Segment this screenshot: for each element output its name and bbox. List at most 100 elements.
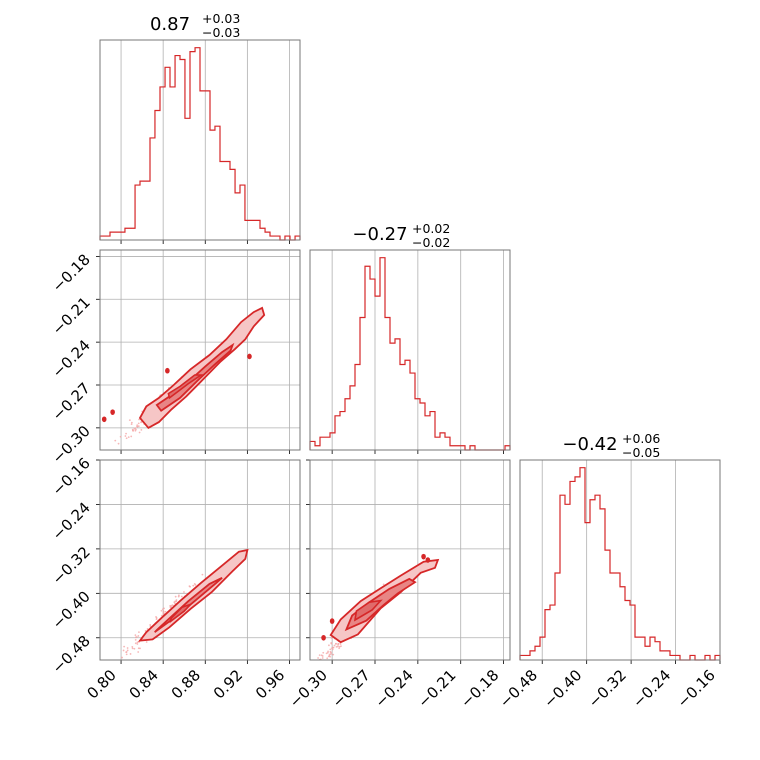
scatter-2-0-ytick-label: −0.48 [49,632,94,677]
scatter-2-1-point [314,666,316,668]
scatter-1-0-contour-island [101,416,107,423]
scatter-2-0-ytick-label: −0.32 [49,543,94,588]
scatter-2-0-ytick-label: −0.40 [49,587,94,632]
scatter-2-1-point [318,660,320,662]
hist-2-background [520,460,720,660]
scatter-2-1-contour-island [321,634,326,641]
scatter-1-0-point [117,442,120,445]
hist-1-background [310,250,510,450]
scatter-2-0-point [125,653,128,656]
hist-0-step [99,47,301,241]
scatter-2-1-point [320,654,323,657]
scatter-1-0-point [140,428,143,431]
scatter-2-0-xtick-label: 0.84 [126,666,162,702]
scatter-2-1-point [333,644,336,647]
scatter-2-0-point [137,635,140,637]
scatter-2-1-point [310,664,312,666]
scatter-2-1-point [316,664,318,666]
scatter-2-1-point [329,655,332,658]
scatter-2-0-point [162,612,165,615]
scatter-2-1-contour-island [329,618,335,624]
scatter-2-0-frame [99,459,301,661]
hist-2-xtick-label: −0.40 [540,666,585,711]
scatter-1-0-point [137,425,140,428]
scatter-1-0-frame [99,249,301,451]
hist-2-xtick-label: −0.48 [496,666,541,711]
scatter-1-0-contour-core [167,374,204,400]
scatter-1-0-point [138,431,141,434]
scatter-1-0-point [134,429,137,432]
hist-1-frame [309,249,511,451]
scatter-1-0-point [133,427,136,430]
scatter-1-0-ytick-label: −0.21 [49,293,94,338]
scatter-2-0-point [155,616,157,618]
scatter-2-0-contour-core [168,603,192,623]
scatter-2-0-point [133,647,136,650]
hist-0-title-value: 0.87 [150,14,190,35]
scatter-1-0-point [136,424,139,427]
scatter-2-0-point [192,584,195,587]
scatter-2-0-point [134,634,137,636]
scatter-1-0-contour-island [110,409,115,415]
hist-2-xtick-label: −0.16 [674,666,719,711]
scatter-2-0-point [122,649,125,652]
scatter-2-0-point [121,656,123,659]
scatter-2-1-point [335,642,337,645]
scatter-2-0-point [116,668,118,670]
scatter-2-1-point [314,665,316,667]
hist-1-title-minus: −0.02 [412,235,450,250]
scatter-2-0-xtick-label: 0.80 [84,666,120,702]
scatter-2-1-xtick-label: −0.27 [329,666,374,711]
scatter-2-1-point [321,660,323,662]
scatter-2-0-point [171,604,174,607]
scatter-2-1-point [335,645,338,648]
scatter-2-1-point [302,678,304,680]
scatter-1-0-point [130,435,133,438]
scatter-2-0-point [116,673,118,675]
scatter-2-1-point [318,654,321,657]
scatter-2-1-contour-island [421,553,426,560]
scatter-2-0-point [137,651,140,653]
scatter-1-0-ytick-label: −0.27 [49,379,94,424]
scatter-2-1-xtick-label: −0.21 [414,666,459,711]
scatter-2-1-contour-core [353,599,383,622]
scatter-2-0-ytick-label: −0.24 [49,499,94,544]
scatter-2-0-point [145,641,148,643]
scatter-2-1-xtick-label: −0.30 [286,666,331,711]
scatter-2-0-point [136,641,139,644]
scatter-2-0-point [123,645,126,648]
scatter-2-1-point [339,643,342,645]
scatter-2-0-point [125,651,128,654]
scatter-2-0-point [162,611,165,614]
scatter-2-1-point [337,645,339,648]
scatter-1-0-point [130,421,133,424]
scatter-2-0-point [129,653,132,655]
scatter-2-0-point [160,609,163,612]
scatter-2-0-point [163,607,165,610]
scatter-2-1-frame [309,459,511,661]
scatter-1-0-point [125,437,128,440]
scatter-2-1-point [320,661,322,663]
scatter-2-1-point [329,648,332,651]
scatter-2-0-contour-outer [138,548,249,642]
scatter-2-0-point [138,631,140,634]
scatter-2-0-point [183,591,185,593]
scatter-2-1-point [330,642,333,645]
scatter-2-0-point [126,649,129,652]
scatter-2-1-point [319,662,321,664]
scatter-2-0-point [164,610,167,613]
scatter-2-1-point [319,665,321,667]
scatter-2-0-point [189,585,191,588]
scatter-2-1-point [338,647,341,650]
scatter-1-0-point [138,418,140,421]
hist-2-frame [519,459,721,661]
scatter-2-0-point [194,583,197,586]
scatter-1-0-point [114,439,117,442]
scatter-2-1-marks [302,553,440,680]
scatter-2-0-xtick-label: 0.92 [210,666,246,702]
scatter-2-0-point [169,606,172,609]
hist-2-title-plus: +0.06 [622,431,660,446]
scatter-1-0-marks [101,306,266,445]
scatter-1-0-background [100,250,300,450]
